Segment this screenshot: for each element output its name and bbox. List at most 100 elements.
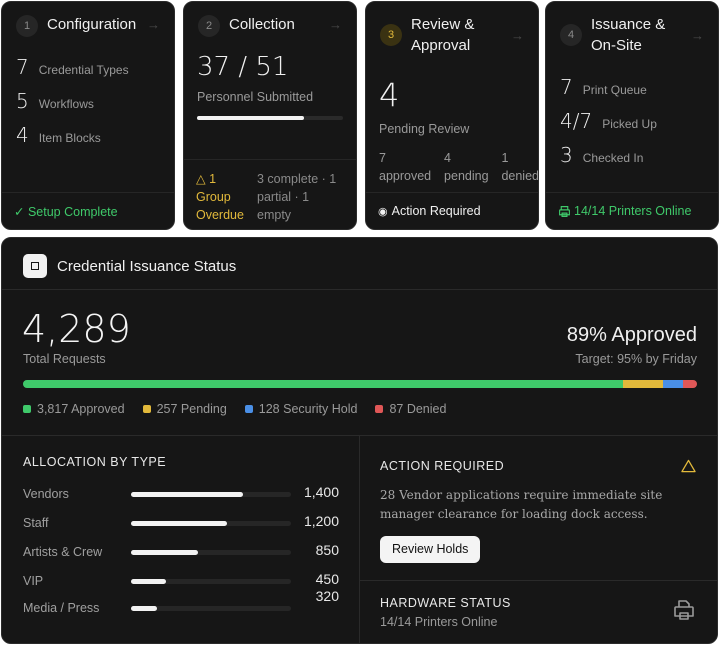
allocation-row: VIP 450 <box>23 571 341 591</box>
step-title: Configuration <box>47 16 137 33</box>
breakdown-label: pending <box>444 169 489 183</box>
bar-segment <box>663 380 684 388</box>
allocation-bar <box>131 521 291 526</box>
step-card-review-approval[interactable]: 3 Review & Approval → 4 Pending Review 7… <box>365 1 539 230</box>
divider <box>2 435 717 436</box>
setup-complete-status: ✓ Setup Complete <box>2 192 174 229</box>
stat-value: 7 <box>560 75 573 99</box>
stat-value: 7 <box>16 55 29 79</box>
step-card-issuance-onsite[interactable]: 4 Issuance & On-Site → 7 Print Queue 4/7… <box>545 1 719 230</box>
stat-credential-types: 7 Credential Types <box>16 55 129 79</box>
stat-label: Item Blocks <box>38 131 101 145</box>
step-title: Issuance & On-Site <box>591 14 691 56</box>
collection-detail-line: partial · 1 <box>257 190 310 204</box>
panel-title: Credential Issuance Status <box>57 257 237 275</box>
submitted-label: Personnel Submitted <box>197 90 314 104</box>
arrow-right-icon[interactable]: → <box>147 17 160 32</box>
stat-value: 3 <box>560 143 573 167</box>
breakdown-denied: 1 denied <box>501 149 539 185</box>
allocation-bar <box>131 579 291 584</box>
allocation-row: Vendors 1,400 <box>23 484 341 504</box>
step-title: Review & Approval <box>411 14 511 56</box>
stat-value: 4/7 <box>560 109 593 133</box>
breakdown-pending: 4 pending <box>444 149 501 185</box>
legend-swatch <box>23 405 31 413</box>
bar-segment <box>683 380 697 388</box>
printers-online-label: 14/14 Printers Online <box>574 204 692 218</box>
stat-value: 5 <box>16 89 29 113</box>
legend-item: 257 Pending <box>142 402 227 416</box>
overdue-alert[interactable]: △ 1 Group Overdue <box>196 170 244 224</box>
bar-segment <box>23 380 623 388</box>
total-requests-label: Total Requests <box>23 352 106 366</box>
allocation-bar-fill <box>131 521 227 526</box>
legend-swatch <box>142 405 151 413</box>
collection-progress-bar <box>197 116 343 120</box>
breakdown-value: 4 <box>444 151 451 165</box>
total-requests-value: 4,289 <box>22 307 131 351</box>
divider <box>360 580 717 581</box>
allocation-value: 320 <box>315 588 339 604</box>
legend-item: 87 Denied <box>375 402 446 416</box>
review-holds-button[interactable]: Review Holds <box>380 536 481 563</box>
legend-swatch <box>244 405 253 413</box>
step-card-configuration[interactable]: 1 Configuration → 7 Credential Types 5 W… <box>1 1 175 230</box>
allocation-bar <box>131 492 291 497</box>
record-icon: ◉ <box>378 205 388 218</box>
breakdown-value: 7 <box>379 151 386 165</box>
step-number: 3 <box>380 24 402 46</box>
allocation-value: 850 <box>315 542 339 558</box>
overdue-alert-line: △ 1 <box>196 172 217 186</box>
action-heading: ACTION REQUIRED <box>380 459 505 473</box>
stat-checked-in: 3 Checked In <box>560 143 643 167</box>
legend-label: 87 Denied <box>389 402 447 416</box>
collection-detail: 3 complete · 1 partial · 1 empty <box>257 170 336 224</box>
hardware-status: 14/14 Printers Online <box>380 615 498 629</box>
approved-percent: 89% Approved <box>566 324 697 346</box>
step-title-line: Issuance & <box>591 16 666 33</box>
arrow-right-icon[interactable]: → <box>511 28 524 43</box>
stat-value: 4 <box>16 123 29 147</box>
allocation-row: Media / Press 320 <box>23 588 341 618</box>
overdue-alert-line: Overdue <box>196 208 244 222</box>
step-number: 2 <box>198 15 220 37</box>
collection-progress-fill <box>197 116 304 120</box>
legend-label: 128 Security Hold <box>258 402 358 416</box>
action-message: 28 Vendor applications require immediate… <box>380 486 662 524</box>
allocation-bar-fill <box>131 606 157 611</box>
panel-header: Credential Issuance Status <box>23 254 236 278</box>
allocation-label: VIP <box>23 574 44 588</box>
action-required-label: Action Required <box>391 204 481 218</box>
step-title-line: Approval <box>411 37 471 54</box>
allocation-value: 450 <box>315 571 339 587</box>
breakdown-approved: 7 approved <box>379 149 444 185</box>
action-message-line: manager clearance for loading dock acces… <box>380 507 648 521</box>
action-required-status: ◉ Action Required <box>366 192 538 229</box>
legend-swatch <box>375 405 384 413</box>
step-card-collection[interactable]: 2 Collection → 37 / 51 Personnel Submitt… <box>183 1 357 230</box>
stat-label: Credential Types <box>38 63 129 77</box>
pending-count: 4 <box>379 76 400 114</box>
allocation-bar <box>131 550 291 555</box>
stat-label: Picked Up <box>602 117 657 131</box>
arrow-right-icon[interactable]: → <box>329 17 342 32</box>
step-title: Collection <box>229 16 295 33</box>
stat-label: Checked In <box>582 151 644 165</box>
collection-detail-line: empty <box>257 208 292 222</box>
allocation-label: Media / Press <box>23 601 100 615</box>
step-number: 4 <box>560 24 582 46</box>
printer-icon <box>559 205 570 217</box>
stat-label: Print Queue <box>582 83 647 97</box>
allocation-value: 1,400 <box>303 484 339 500</box>
warning-icon <box>681 459 696 473</box>
legend-label: 257 Pending <box>156 402 227 416</box>
allocation-bar-fill <box>131 492 243 497</box>
arrow-right-icon[interactable]: → <box>691 28 704 43</box>
allocation-label: Artists & Crew <box>23 545 103 559</box>
printer-icon[interactable] <box>672 598 696 622</box>
step-title-line: Review & <box>411 16 475 33</box>
stat-print-queue: 7 Print Queue <box>560 75 647 99</box>
breakdown-label: denied <box>501 169 539 183</box>
divider <box>184 159 356 160</box>
action-message-line: 28 Vendor applications require immediate… <box>380 488 663 502</box>
